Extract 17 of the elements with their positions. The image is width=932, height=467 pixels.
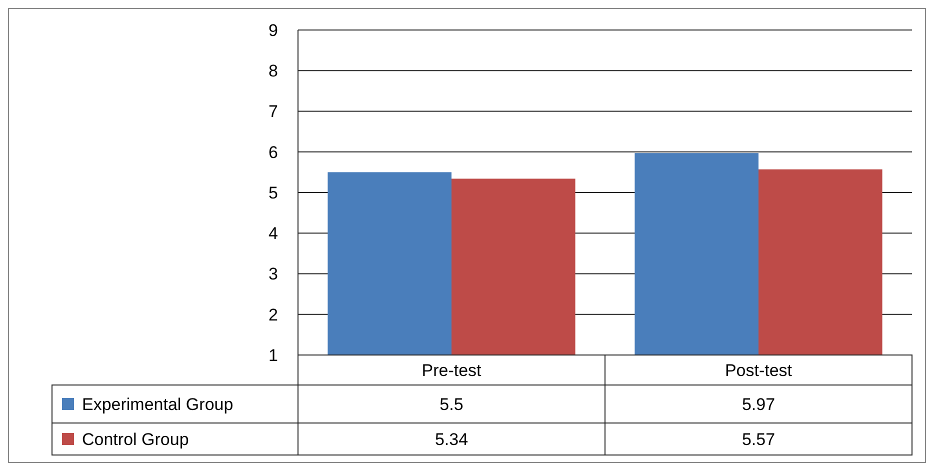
legend-label: Experimental Group <box>82 394 234 414</box>
y-tick-label: 6 <box>268 142 278 162</box>
y-tick-label: 9 <box>268 20 278 40</box>
y-tick-label: 2 <box>268 305 278 324</box>
y-tick-label: 3 <box>268 264 278 284</box>
x-tick-label: Pre-test <box>422 360 482 380</box>
legend-label: Control Group <box>82 430 189 449</box>
y-tick-label: 4 <box>268 224 278 244</box>
y-tick-label: 5 <box>268 183 278 202</box>
y-tick-label: 7 <box>268 102 278 122</box>
y-tick-label: 8 <box>268 62 278 81</box>
y-tick-label: 1 <box>268 346 278 365</box>
data-label: 5.5 <box>440 394 464 414</box>
data-label: 5.57 <box>742 430 776 449</box>
data-label: 5.97 <box>742 394 776 414</box>
x-tick-label: Post-test <box>724 360 792 380</box>
data-label: 5.34 <box>434 430 468 449</box>
